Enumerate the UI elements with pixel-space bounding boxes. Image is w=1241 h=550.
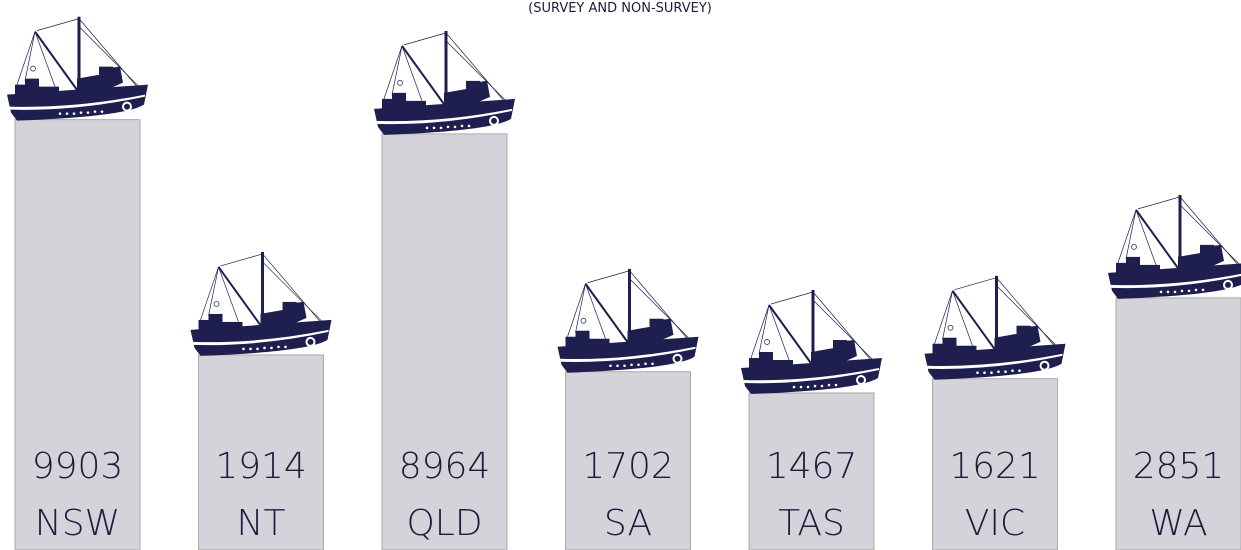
- category-label: VIC: [965, 503, 1025, 544]
- boat-icon: [5, 16, 150, 122]
- value-label: 9903: [32, 446, 124, 487]
- value-label: 1914: [215, 446, 307, 487]
- boat-icon: [556, 268, 700, 374]
- category-label: NSW: [35, 503, 120, 544]
- bar: [14, 119, 141, 550]
- value-label: 1621: [949, 446, 1041, 487]
- bar: [748, 392, 875, 550]
- category-label: WA: [1149, 503, 1207, 544]
- bar: [1115, 297, 1241, 550]
- category-label: SA: [604, 503, 652, 544]
- bar: [932, 378, 1058, 550]
- category-label: TAS: [778, 503, 845, 544]
- value-label: 2851: [1133, 446, 1225, 487]
- bar: [381, 133, 508, 550]
- category-label: NT: [237, 503, 286, 544]
- boat-icon: [189, 251, 333, 357]
- category-label: QLD: [406, 503, 482, 544]
- bar: [198, 354, 324, 550]
- boat-icon: [923, 275, 1067, 381]
- boat-icon: [1106, 194, 1241, 300]
- subtitle: (SURVEY AND NON-SURVEY): [528, 1, 712, 16]
- boat-icon: [372, 30, 517, 136]
- value-label: 8964: [399, 446, 491, 487]
- value-label: 1467: [766, 446, 858, 487]
- bar: [565, 371, 691, 550]
- boat-icon: [739, 290, 884, 396]
- value-label: 1702: [582, 446, 674, 487]
